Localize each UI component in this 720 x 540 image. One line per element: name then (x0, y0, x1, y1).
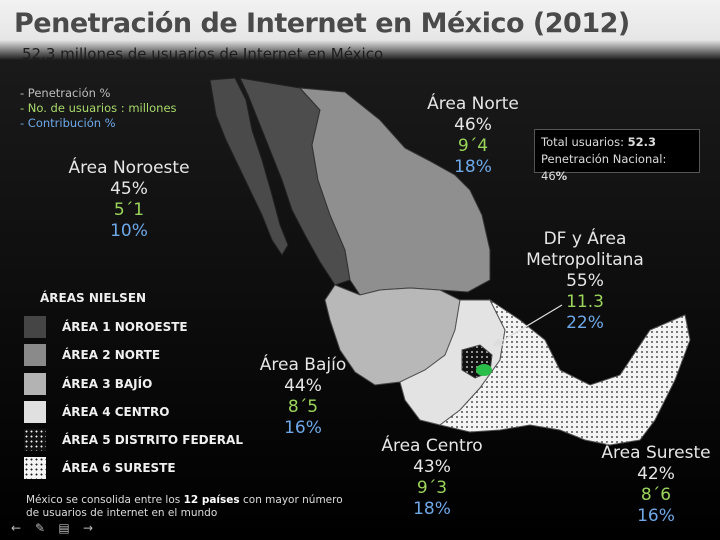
nielsen-item-label: ÁREA 5 DISTRITO FEDERAL (62, 433, 243, 447)
label-area-df: DF y Área Metropolitana 55% 11.3 22% (520, 229, 650, 334)
area-bajio-name: Área Bajío (259, 355, 347, 375)
area-df-name-line1: DF y Área (543, 229, 627, 249)
label-area-norte: Área Norte 46% 9´4 18% (418, 94, 528, 178)
region-baja-california (209, 77, 289, 256)
footnote-bold: 12 países (183, 494, 240, 506)
area-sureste-users: 8´6 (640, 485, 672, 505)
area-df-users: 11.3 (566, 292, 604, 312)
arrow-left-icon[interactable]: ← (10, 521, 22, 535)
area-bajio-users: 8´5 (287, 397, 319, 417)
area-noroeste-penetration: 45% (110, 179, 148, 199)
area-df-penetration: 55% (566, 271, 604, 291)
area-centro-contribution: 18% (413, 499, 451, 519)
area-centro-name: Área Centro (381, 436, 483, 456)
nielsen-heading: ÁREAS NIELSEN (40, 291, 147, 305)
national-penetration-unit: % (555, 169, 568, 183)
swatch-area-6 (24, 457, 46, 479)
slide-toolbar: ← ✎ ▤ → (8, 521, 96, 535)
swatch-area-3 (24, 373, 46, 395)
nielsen-item-label: ÁREA 2 NORTE (62, 348, 161, 362)
swatch-area-5 (24, 429, 46, 451)
legend-penetration: - Penetración % (20, 86, 111, 100)
label-area-bajio: Área Bajío 44% 8´5 16% (248, 355, 358, 439)
area-noroeste-users: 5´1 (113, 200, 145, 220)
page-title: Penetración de Internet en México (2012) (14, 8, 630, 39)
nielsen-item-label: ÁREA 4 CENTRO (62, 405, 170, 419)
total-users-box: Total usuarios: 52.3 Penetración Naciona… (534, 129, 700, 183)
arrow-right-icon[interactable]: → (82, 521, 94, 535)
menu-icon[interactable]: ▤ (58, 521, 70, 535)
area-df-name-line2: Metropolitana (526, 250, 644, 270)
nielsen-item: ÁREA 2 NORTE (24, 344, 160, 366)
nielsen-item: ÁREA 3 BAJÍO (24, 373, 152, 395)
swatch-area-2 (24, 344, 46, 366)
footnote-post: con mayor número de usuarios de internet… (26, 494, 343, 519)
region-sureste (438, 298, 691, 446)
footnote: México se consolida entre los 12 países … (26, 494, 356, 520)
total-users-label: Total usuarios: (541, 135, 628, 149)
area-norte-name: Área Norte (427, 94, 519, 114)
nielsen-item: ÁREA 1 NOROESTE (24, 316, 188, 338)
nielsen-item-label: ÁREA 1 NOROESTE (62, 320, 188, 334)
page-subtitle: 52.3 millones de usuarios de Internet en… (22, 45, 384, 63)
swatch-area-1 (24, 316, 46, 338)
legend-contribution: - Contribución % (20, 116, 116, 130)
area-sureste-penetration: 42% (637, 464, 675, 484)
national-penetration-label: Penetración Nacional: 46 (541, 152, 667, 183)
region-df-highlight (476, 364, 492, 376)
region-norte (298, 87, 491, 296)
area-noroeste-name: Área Noroeste (68, 158, 190, 178)
metric-legend: - Penetración % - No. de usuarios : mill… (20, 86, 177, 131)
nielsen-item: ÁREA 6 SURESTE (24, 457, 176, 479)
label-area-sureste: Área Sureste 42% 8´6 16% (596, 443, 716, 527)
label-area-centro: Área Centro 43% 9´3 18% (372, 436, 492, 520)
area-noroeste-contribution: 10% (110, 221, 148, 241)
area-bajio-penetration: 44% (284, 376, 322, 396)
area-df-contribution: 22% (566, 313, 604, 333)
area-centro-users: 9´3 (416, 478, 448, 498)
legend-users: - No. de usuarios : millones (20, 101, 177, 115)
nielsen-item-label: ÁREA 6 SURESTE (62, 461, 176, 475)
area-norte-contribution: 18% (454, 157, 492, 177)
area-norte-users: 9´4 (457, 136, 489, 156)
swatch-area-4 (24, 401, 46, 423)
nielsen-item-label: ÁREA 3 BAJÍO (62, 377, 153, 391)
nielsen-item: ÁREA 4 CENTRO (24, 401, 169, 423)
nielsen-item: ÁREA 5 DISTRITO FEDERAL (24, 429, 243, 451)
area-norte-penetration: 46% (454, 115, 492, 135)
df-pointer-arrow (492, 304, 563, 347)
area-centro-penetration: 43% (413, 457, 451, 477)
area-sureste-name: Área Sureste (601, 443, 711, 463)
label-area-noroeste: Área Noroeste 45% 5´1 10% (64, 158, 194, 242)
area-bajio-contribution: 16% (284, 418, 322, 438)
pen-icon[interactable]: ✎ (34, 521, 46, 535)
area-sureste-contribution: 16% (637, 506, 675, 526)
footnote-pre: México se consolida entre los (26, 494, 184, 506)
total-users-value: 52.3 (627, 135, 656, 149)
